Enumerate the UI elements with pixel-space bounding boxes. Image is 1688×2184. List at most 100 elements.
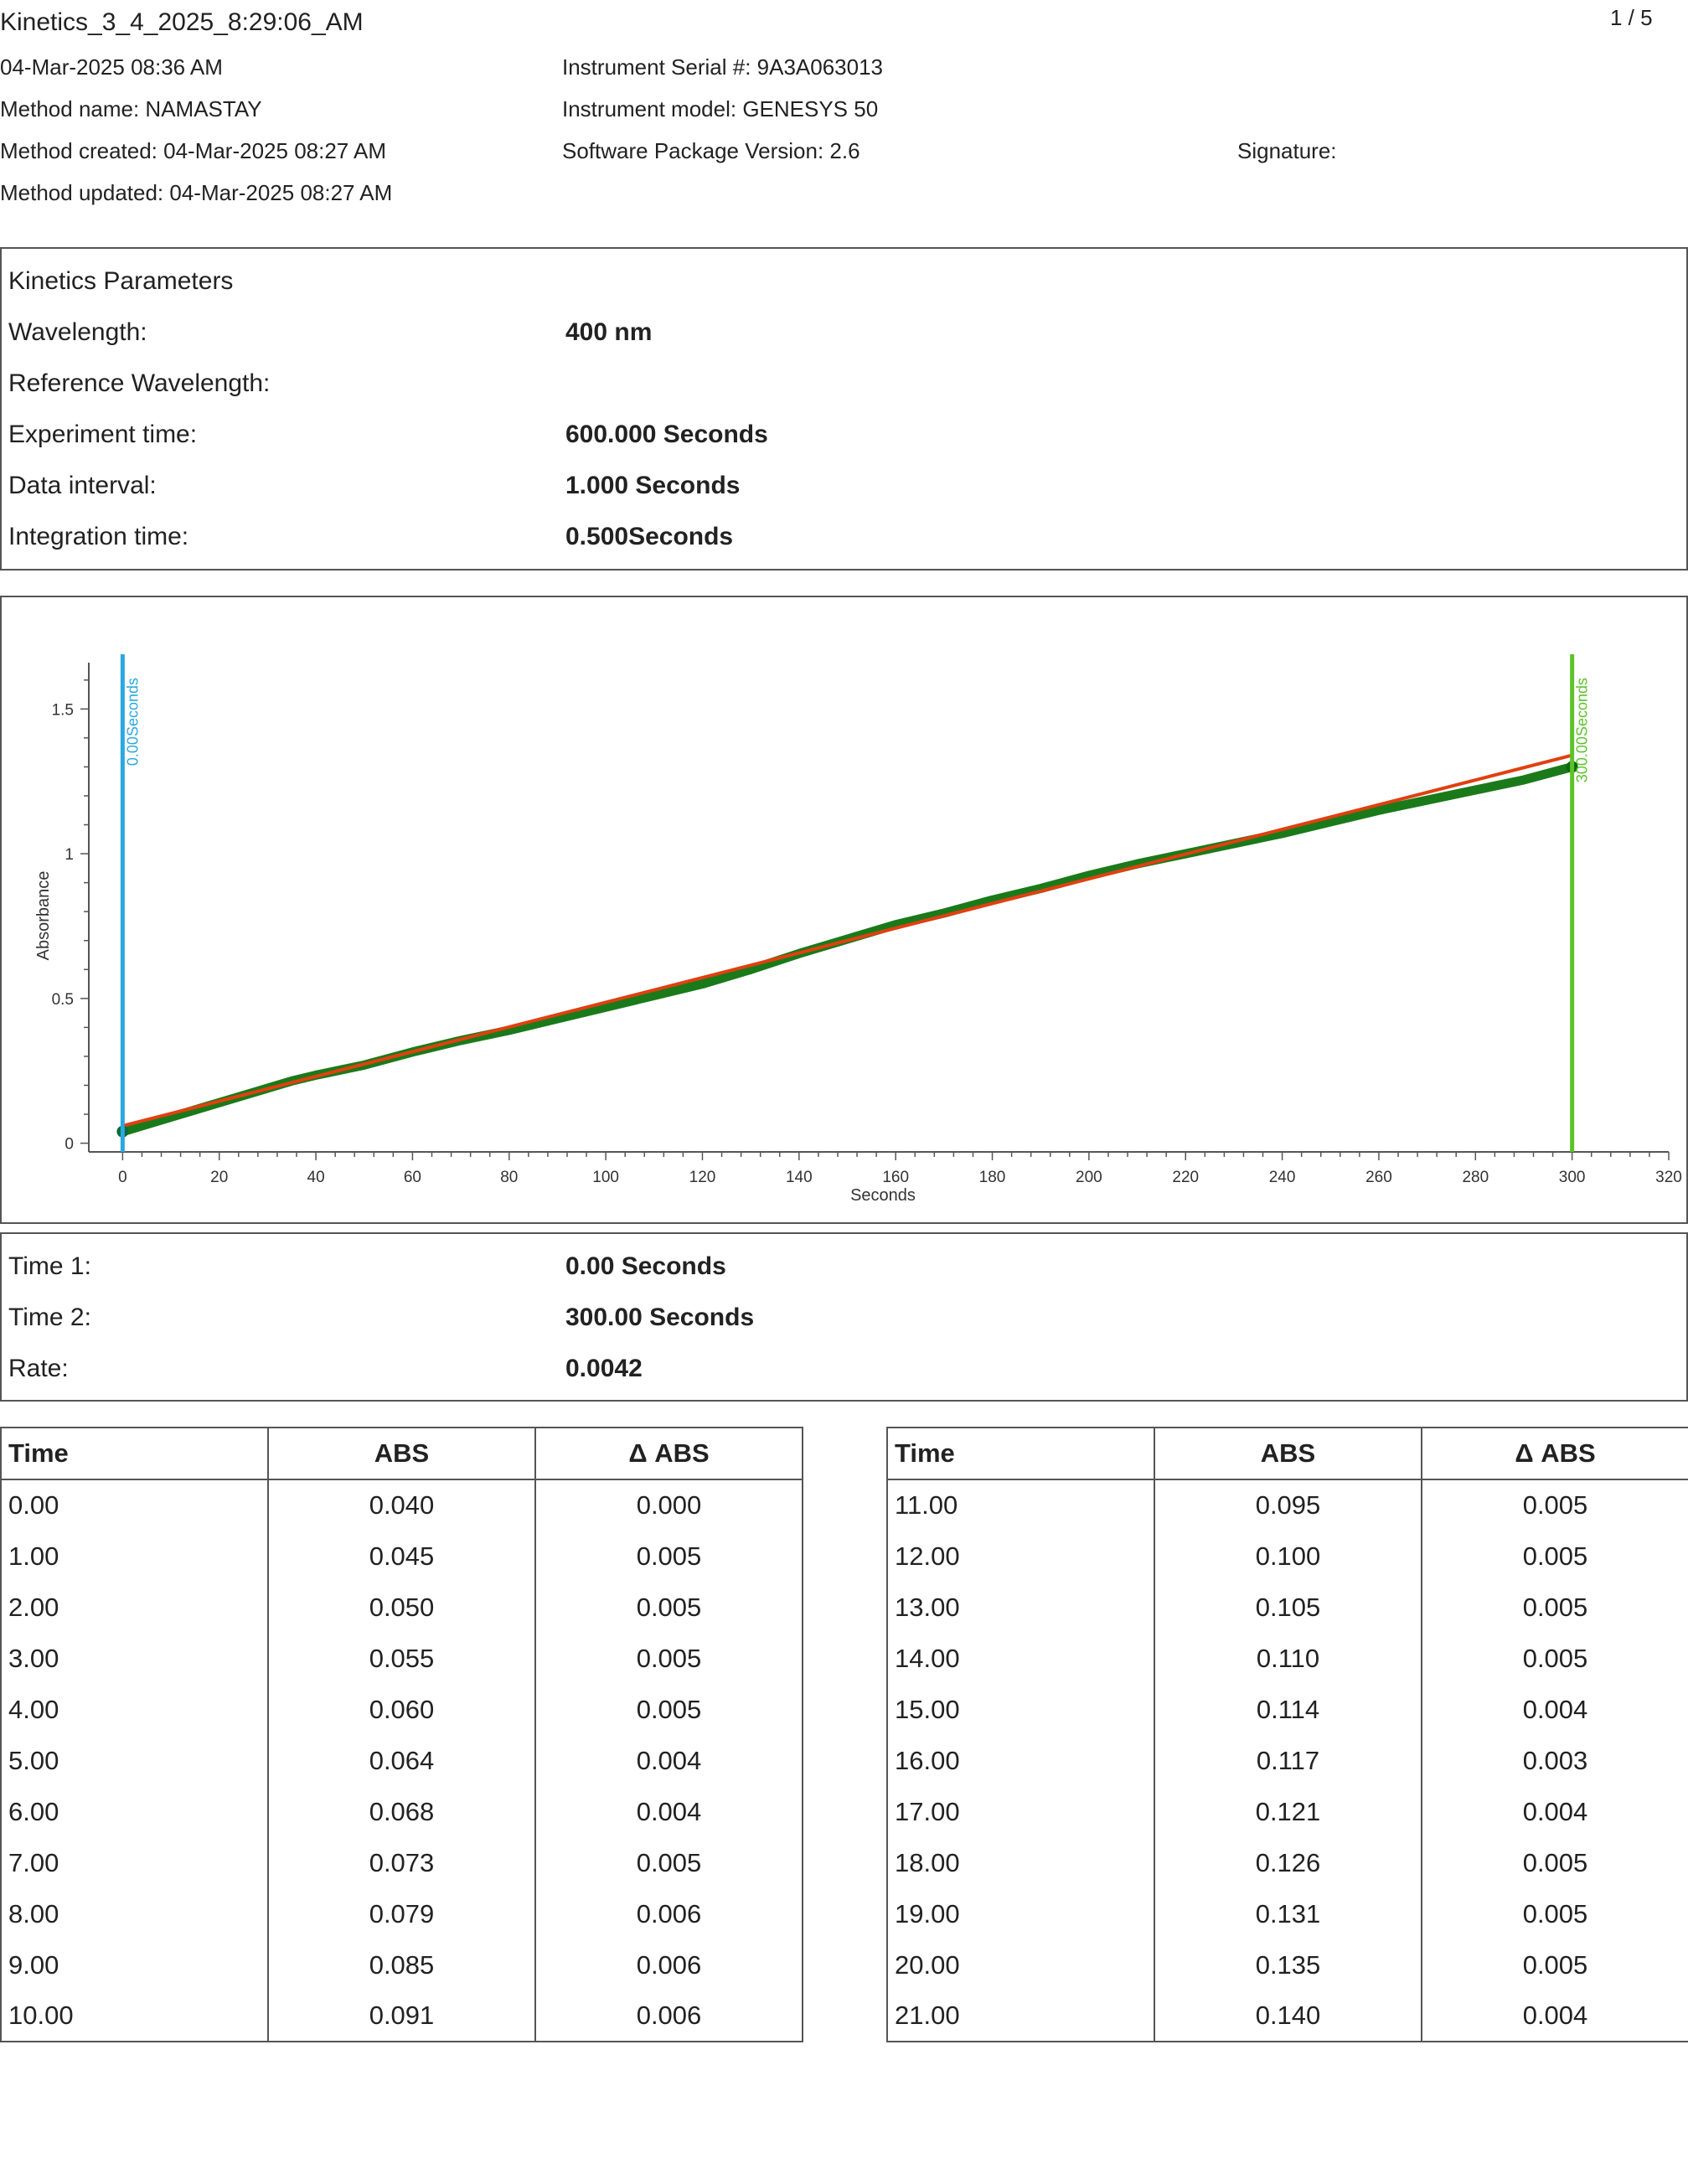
data-table-right: Time ABS Δ ABS 11.00 0.095 0.005 12.00 0.100… bbox=[886, 1427, 1688, 2042]
table-row: 15.00 0.114 0.004 bbox=[886, 1684, 1688, 1735]
table-row: 8.00 0.079 0.006 bbox=[0, 1888, 803, 1939]
table-row: 16.00 0.117 0.003 bbox=[886, 1735, 1688, 1786]
time-cell: 21.00 bbox=[886, 1990, 1155, 2042]
method-name: Method name: NAMASTAY bbox=[0, 96, 262, 121]
delta-abs-cell: 0.006 bbox=[534, 1990, 803, 2042]
column-header-delta-abs: Δ ABS bbox=[534, 1427, 803, 1480]
linear-fit-line bbox=[121, 753, 1574, 1128]
delta-abs-cell: 0.005 bbox=[534, 1633, 803, 1684]
wavelength-label: Wavelength: bbox=[8, 318, 147, 346]
abs-cell: 0.091 bbox=[267, 1990, 536, 2042]
report-title: Kinetics_3_4_2025_8:29:06_AM bbox=[0, 8, 364, 36]
abs-cell: 0.117 bbox=[1154, 1735, 1422, 1786]
table-row: 21.00 0.140 0.004 bbox=[886, 1990, 1688, 2042]
instrument-model: Instrument model: GENESYS 50 bbox=[562, 96, 879, 121]
delta-abs-cell: 0.006 bbox=[534, 1939, 803, 1990]
reference-wavelength-label: Reference Wavelength: bbox=[8, 369, 271, 397]
delta-abs-cell: 0.003 bbox=[1421, 1735, 1688, 1786]
delta-abs-cell: 0.005 bbox=[534, 1684, 803, 1735]
abs-cell: 0.085 bbox=[267, 1939, 536, 1990]
time-cell: 5.00 bbox=[0, 1735, 269, 1786]
method-created: Method created: 04-Mar-2025 08:27 AM bbox=[0, 138, 387, 163]
time-cell: 12.00 bbox=[886, 1531, 1155, 1582]
time-cell: 13.00 bbox=[886, 1582, 1155, 1633]
abs-cell: 0.121 bbox=[1154, 1786, 1422, 1837]
column-header-abs: ABS bbox=[267, 1427, 536, 1480]
delta-abs-cell: 0.005 bbox=[534, 1531, 803, 1582]
experiment-time-label: Experiment time: bbox=[8, 421, 198, 448]
delta-abs-cell: 0.004 bbox=[1421, 1684, 1688, 1735]
table-row: 3.00 0.055 0.005 bbox=[0, 1633, 803, 1684]
time-cell: 3.00 bbox=[0, 1633, 269, 1684]
time-cell: 11.00 bbox=[886, 1479, 1155, 1531]
x-tick-label: 160 bbox=[882, 1169, 909, 1186]
table-row: 1.00 0.045 0.005 bbox=[0, 1531, 803, 1582]
experiment-time-value: 600.000 Seconds bbox=[565, 421, 768, 448]
time-cell: 7.00 bbox=[0, 1837, 269, 1888]
abs-cell: 0.105 bbox=[1154, 1582, 1422, 1633]
time1-marker-label: 0.00Seconds bbox=[124, 678, 141, 766]
time2-label: Time 2: bbox=[8, 1304, 91, 1331]
column-header-delta-abs: Δ ABS bbox=[1421, 1427, 1688, 1480]
software-version: Software Package Version: 2.6 bbox=[562, 138, 860, 163]
table-row: 10.00 0.091 0.006 bbox=[0, 1990, 803, 2042]
delta-abs-cell: 0.004 bbox=[1421, 1990, 1688, 2042]
time-cell: 8.00 bbox=[0, 1888, 269, 1939]
table-row: 12.00 0.100 0.005 bbox=[886, 1531, 1688, 1582]
x-tick-label: 300 bbox=[1559, 1169, 1586, 1186]
x-tick-label: 280 bbox=[1462, 1169, 1489, 1186]
y-tick-label: 1.5 bbox=[52, 701, 74, 719]
time-cell: 4.00 bbox=[0, 1684, 269, 1735]
delta-abs-cell: 0.005 bbox=[1421, 1582, 1688, 1633]
report-datetime: 04-Mar-2025 08:36 AM bbox=[0, 54, 223, 80]
time-cell: 20.00 bbox=[886, 1939, 1155, 1990]
wavelength-value: 400 nm bbox=[565, 318, 653, 346]
x-tick-label: 240 bbox=[1269, 1169, 1296, 1186]
x-tick-label: 180 bbox=[979, 1169, 1006, 1186]
table-row: 18.00 0.126 0.005 bbox=[886, 1837, 1688, 1888]
time-cell: 1.00 bbox=[0, 1531, 269, 1582]
table-row: 2.00 0.050 0.005 bbox=[0, 1582, 803, 1633]
delta-abs-cell: 0.005 bbox=[1421, 1633, 1688, 1684]
column-header-time: Time bbox=[0, 1427, 269, 1480]
data-interval-label: Data interval: bbox=[8, 472, 157, 499]
table-row: 7.00 0.073 0.005 bbox=[0, 1837, 803, 1888]
table-row: 6.00 0.068 0.004 bbox=[0, 1786, 803, 1837]
time2-value: 300.00 Seconds bbox=[565, 1304, 755, 1331]
page-number: 1 / 5 bbox=[1610, 5, 1653, 30]
delta-abs-cell: 0.004 bbox=[1421, 1786, 1688, 1837]
rate-results-panel: Time 1: 0.00 Seconds Time 2: 300.00 Seco… bbox=[0, 1232, 1688, 1402]
data-table-left: Time ABS Δ ABS 0.00 0.040 0.000 1.00 0.045 0.… bbox=[0, 1427, 803, 2042]
time-cell: 9.00 bbox=[0, 1939, 269, 1990]
time-cell: 14.00 bbox=[886, 1633, 1155, 1684]
x-tick-label: 60 bbox=[404, 1169, 421, 1186]
data-interval-value: 1.000 Seconds bbox=[565, 472, 741, 499]
column-header-abs: ABS bbox=[1154, 1427, 1422, 1480]
abs-cell: 0.073 bbox=[267, 1837, 536, 1888]
table-row: 13.00 0.105 0.005 bbox=[886, 1582, 1688, 1633]
table-row: 17.00 0.121 0.004 bbox=[886, 1786, 1688, 1837]
method-updated: Method updated: 04-Mar-2025 08:27 AM bbox=[0, 180, 393, 205]
delta-abs-cell: 0.000 bbox=[534, 1479, 803, 1531]
delta-abs-cell: 0.006 bbox=[534, 1888, 803, 1939]
abs-cell: 0.100 bbox=[1154, 1531, 1422, 1582]
time-cell: 2.00 bbox=[0, 1582, 269, 1633]
delta-abs-cell: 0.005 bbox=[534, 1582, 803, 1633]
abs-cell: 0.095 bbox=[1154, 1479, 1422, 1531]
abs-cell: 0.140 bbox=[1154, 1990, 1422, 2042]
abs-cell: 0.050 bbox=[267, 1582, 536, 1633]
table-row: 14.00 0.110 0.005 bbox=[886, 1633, 1688, 1684]
abs-cell: 0.135 bbox=[1154, 1939, 1422, 1990]
table-row: 11.00 0.095 0.005 bbox=[886, 1479, 1688, 1531]
abs-cell: 0.114 bbox=[1154, 1684, 1422, 1735]
time-cell: 0.00 bbox=[0, 1479, 269, 1531]
table-row: 5.00 0.064 0.004 bbox=[0, 1735, 803, 1786]
table-row: 0.00 0.040 0.000 bbox=[0, 1479, 803, 1531]
x-tick-label: 320 bbox=[1655, 1169, 1682, 1186]
time1-value: 0.00 Seconds bbox=[565, 1252, 726, 1280]
delta-abs-cell: 0.004 bbox=[534, 1786, 803, 1837]
time-cell: 17.00 bbox=[886, 1786, 1155, 1837]
y-tick-label: 1 bbox=[65, 846, 74, 864]
delta-abs-cell: 0.005 bbox=[1421, 1479, 1688, 1531]
abs-cell: 0.064 bbox=[267, 1735, 536, 1786]
